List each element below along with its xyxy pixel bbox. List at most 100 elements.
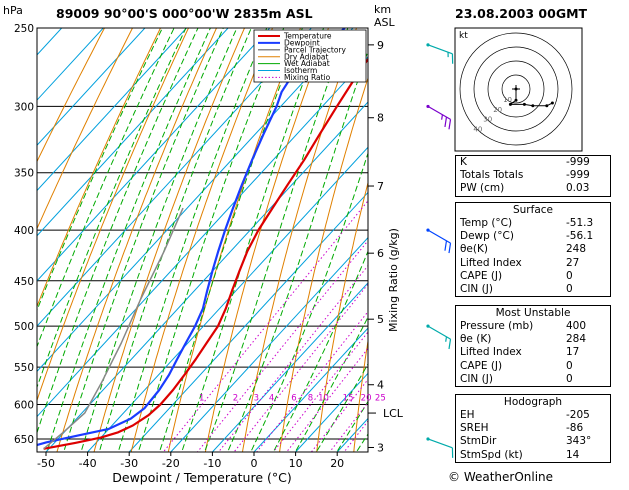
dry-adiabat-line bbox=[280, 28, 385, 452]
pressure-tick-label: 350 bbox=[14, 168, 34, 180]
wind-barb-feather bbox=[449, 119, 451, 129]
isotherm-line bbox=[0, 28, 62, 452]
isotherm-line bbox=[0, 28, 353, 452]
surface-row: CIN (J) 0 bbox=[456, 283, 610, 296]
surface-label: CAPE (J) bbox=[460, 270, 502, 283]
hodograph-ring-label: 30 bbox=[483, 116, 492, 124]
isotherm-line bbox=[0, 28, 145, 452]
most-unstable-row: Pressure (mb)400 bbox=[456, 320, 610, 333]
x-tick-label: 10 bbox=[289, 457, 303, 470]
hodograph-ring-label: 10 bbox=[503, 96, 512, 104]
surface-row: Dewp (°C)-56.1 bbox=[456, 230, 610, 243]
wind-barb-shaft bbox=[428, 106, 451, 119]
hodograph-stat-label: StmSpd (kt) bbox=[460, 449, 523, 462]
surface-value: -56.1 bbox=[566, 230, 606, 243]
mixing-ratio-label: 8 bbox=[308, 394, 313, 404]
hodograph-point bbox=[531, 104, 534, 107]
dry-adiabat-line bbox=[0, 28, 161, 452]
mixing-ratio-label: 4 bbox=[269, 394, 274, 404]
index-label: PW (cm) bbox=[460, 182, 504, 195]
most-unstable-value: 400 bbox=[566, 320, 606, 333]
series-parcel-trajectory bbox=[44, 208, 183, 449]
height-tick-label: 7 bbox=[377, 180, 384, 193]
height-tick-label: 6 bbox=[377, 247, 384, 260]
most-unstable-label: CIN (J) bbox=[460, 373, 493, 386]
index-row: PW (cm)0.03 bbox=[456, 182, 610, 195]
pressure-tick-label: 400 bbox=[14, 225, 34, 237]
hodograph-ring-label: 20 bbox=[493, 106, 502, 114]
mixing-ratio-label: 1 bbox=[199, 394, 204, 404]
isotherm-line bbox=[4, 28, 394, 452]
mixing-ratio-label: 20 bbox=[361, 394, 372, 404]
wind-barb-shaft bbox=[428, 45, 452, 54]
pressure-tick-label: 300 bbox=[14, 101, 34, 113]
index-row: Totals Totals-999 bbox=[456, 169, 610, 182]
most-unstable-label: Lifted Index bbox=[460, 346, 522, 359]
lcl-label: LCL bbox=[383, 407, 404, 420]
x-tick-label: -40 bbox=[79, 457, 97, 470]
surface-row: θe(K)248 bbox=[456, 243, 610, 256]
most-unstable-row: CIN (J) 0 bbox=[456, 373, 610, 386]
hodograph-point bbox=[515, 99, 518, 102]
wind-barb-feather bbox=[449, 339, 451, 349]
wind-barb bbox=[426, 325, 450, 349]
dry-adiabat-line bbox=[131, 28, 272, 452]
hodograph-table-title: Hodograph bbox=[456, 395, 610, 409]
dry-adiabat-line bbox=[609, 28, 629, 452]
hodograph-unit: kt bbox=[459, 31, 468, 41]
hodograph-stat-label: EH bbox=[460, 409, 475, 422]
hodograph-stat-value: 14 bbox=[566, 449, 606, 462]
x-axis-label: Dewpoint / Temperature (°C) bbox=[112, 470, 291, 485]
wind-barb bbox=[426, 229, 450, 253]
wind-barb-shaft bbox=[428, 230, 451, 243]
wind-barb bbox=[426, 105, 450, 129]
height-tick-label: 8 bbox=[377, 112, 384, 125]
surface-label: Lifted Index bbox=[460, 257, 522, 270]
surface-value: 0 bbox=[566, 270, 606, 283]
x-tick-label: 0 bbox=[251, 457, 258, 470]
height-tick-label: 4 bbox=[377, 379, 384, 392]
sounding-date: 23.08.2003 00GMT bbox=[455, 6, 588, 21]
pressure-tick-label: 650 bbox=[14, 434, 34, 446]
surface-label: CIN (J) bbox=[460, 283, 493, 296]
pressure-axis-unit: hPa bbox=[3, 4, 23, 17]
pressure-tick-label: 550 bbox=[14, 362, 34, 374]
most-unstable-value: 0 bbox=[566, 373, 606, 386]
x-tick-label: -20 bbox=[162, 457, 180, 470]
hodograph-ring-label: 40 bbox=[473, 126, 482, 134]
dry-adiabat-line bbox=[243, 28, 357, 452]
legend-entry: Mixing Ratio bbox=[284, 73, 331, 82]
dry-adiabat-line bbox=[205, 28, 328, 452]
hodograph-point bbox=[509, 103, 512, 106]
height-tick-label: 3 bbox=[377, 441, 384, 454]
surface-title: Surface bbox=[456, 203, 610, 217]
wind-barb bbox=[426, 437, 452, 457]
mixing-ratio-axis-label: Mixing Ratio (g/kg) bbox=[387, 228, 400, 332]
surface-value: 0 bbox=[566, 283, 606, 296]
wind-barb-shaft bbox=[428, 439, 452, 448]
most-unstable-title: Most Unstable bbox=[456, 306, 610, 320]
hodograph-stat-row: SREH-86 bbox=[456, 422, 610, 435]
mixing-ratio-label: 10 bbox=[318, 394, 329, 404]
hodograph-point bbox=[545, 104, 548, 107]
surface-value: -51.3 bbox=[566, 217, 606, 230]
mixing-ratio-label: 15 bbox=[343, 394, 354, 404]
index-row: K-999 bbox=[456, 156, 610, 169]
index-label: Totals Totals bbox=[460, 169, 523, 182]
most-unstable-label: CAPE (J) bbox=[460, 360, 502, 373]
surface-label: θe(K) bbox=[460, 243, 488, 256]
x-tick-label: -30 bbox=[120, 457, 138, 470]
x-tick-label: -10 bbox=[203, 457, 221, 470]
mixing-ratio-label: 3 bbox=[254, 394, 259, 404]
hodograph-stat-row: EH-205 bbox=[456, 409, 610, 422]
footer-credit: © WeatherOnline bbox=[448, 470, 553, 484]
x-tick-label: -50 bbox=[37, 457, 55, 470]
hodograph-point bbox=[523, 103, 526, 106]
hodograph-stat-value: -86 bbox=[566, 422, 606, 435]
